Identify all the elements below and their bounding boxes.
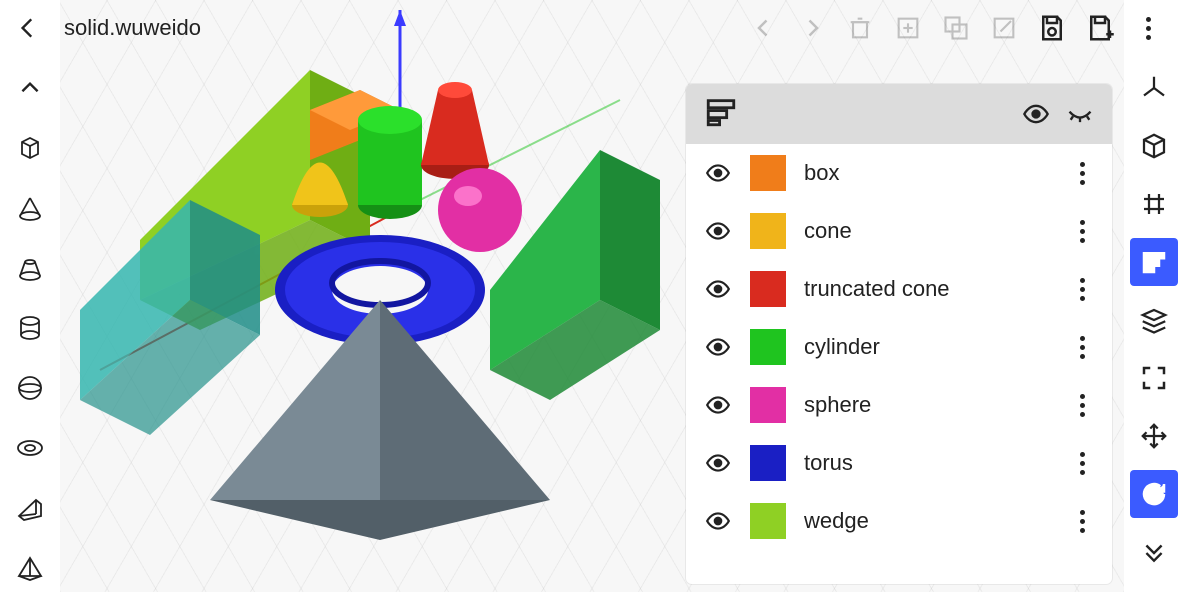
layers-panel: box cone truncated cone cylinder sphere … (686, 84, 1112, 584)
color-swatch (750, 445, 786, 481)
file-title: solid.wuweido (64, 15, 201, 41)
color-swatch (750, 155, 786, 191)
axes-icon[interactable] (1130, 64, 1178, 112)
back-button[interactable] (8, 8, 48, 48)
layers-icon[interactable] (1130, 238, 1178, 286)
hide-all-icon[interactable] (1066, 100, 1094, 128)
layer-row[interactable]: sphere (686, 376, 1112, 434)
layers-panel-header (686, 84, 1112, 144)
layer-row[interactable]: cone (686, 202, 1112, 260)
layer-more-button[interactable] (1070, 162, 1094, 185)
top-bar: solid.wuweido (0, 0, 1184, 56)
color-swatch (750, 387, 786, 423)
color-swatch (750, 213, 786, 249)
torus-tool[interactable] (6, 424, 54, 472)
collapse-up-icon[interactable] (6, 64, 54, 112)
layer-label: wedge (804, 508, 1052, 534)
wedge-tool[interactable] (6, 484, 54, 532)
cylinder-tool[interactable] (6, 304, 54, 352)
fullscreen-icon[interactable] (1130, 354, 1178, 402)
grid-icon[interactable] (1130, 180, 1178, 228)
view-cube-icon[interactable] (1130, 122, 1178, 170)
layer-label: torus (804, 450, 1052, 476)
layer-more-button[interactable] (1070, 510, 1094, 533)
layer-label: sphere (804, 392, 1052, 418)
new-layer-button[interactable] (888, 8, 928, 48)
more-menu-button[interactable] (1128, 8, 1168, 48)
color-swatch (750, 271, 786, 307)
visibility-toggle[interactable] (704, 391, 732, 419)
layer-more-button[interactable] (1070, 220, 1094, 243)
visibility-toggle[interactable] (704, 507, 732, 535)
visibility-toggle[interactable] (704, 333, 732, 361)
layer-label: cone (804, 218, 1052, 244)
layers-list: box cone truncated cone cylinder sphere … (686, 144, 1112, 550)
layer-more-button[interactable] (1070, 336, 1094, 359)
layer-row[interactable]: cylinder (686, 318, 1112, 376)
shape-toolbar (0, 56, 60, 592)
show-all-icon[interactable] (1022, 100, 1050, 128)
layer-row[interactable]: wedge (686, 492, 1112, 550)
cube-tool[interactable] (6, 124, 54, 172)
layer-row[interactable]: torus (686, 434, 1112, 492)
layers-header-icon (704, 95, 738, 134)
edit-button[interactable] (984, 8, 1024, 48)
save-as-button[interactable] (1080, 8, 1120, 48)
layer-row[interactable]: box (686, 144, 1112, 202)
truncated-cone-tool[interactable] (6, 244, 54, 292)
cone-tool[interactable] (6, 184, 54, 232)
sphere-tool[interactable] (6, 364, 54, 412)
stack-icon[interactable] (1130, 296, 1178, 344)
layer-row[interactable]: truncated cone (686, 260, 1112, 318)
layer-label: cylinder (804, 334, 1052, 360)
save-button[interactable] (1032, 8, 1072, 48)
move-icon[interactable] (1130, 412, 1178, 460)
group-button[interactable] (936, 8, 976, 48)
view-toolbar (1124, 56, 1184, 592)
more-down-icon[interactable] (1130, 528, 1178, 576)
layer-more-button[interactable] (1070, 394, 1094, 417)
layer-label: truncated cone (804, 276, 1052, 302)
redo-button[interactable] (792, 8, 832, 48)
layer-more-button[interactable] (1070, 278, 1094, 301)
layer-more-button[interactable] (1070, 452, 1094, 475)
visibility-toggle[interactable] (704, 449, 732, 477)
undo-button[interactable] (744, 8, 784, 48)
layer-label: box (804, 160, 1052, 186)
color-swatch (750, 503, 786, 539)
delete-button[interactable] (840, 8, 880, 48)
visibility-toggle[interactable] (704, 159, 732, 187)
visibility-toggle[interactable] (704, 217, 732, 245)
color-swatch (750, 329, 786, 365)
visibility-toggle[interactable] (704, 275, 732, 303)
rotate-icon[interactable] (1130, 470, 1178, 518)
pyramid-tool[interactable] (6, 544, 54, 592)
